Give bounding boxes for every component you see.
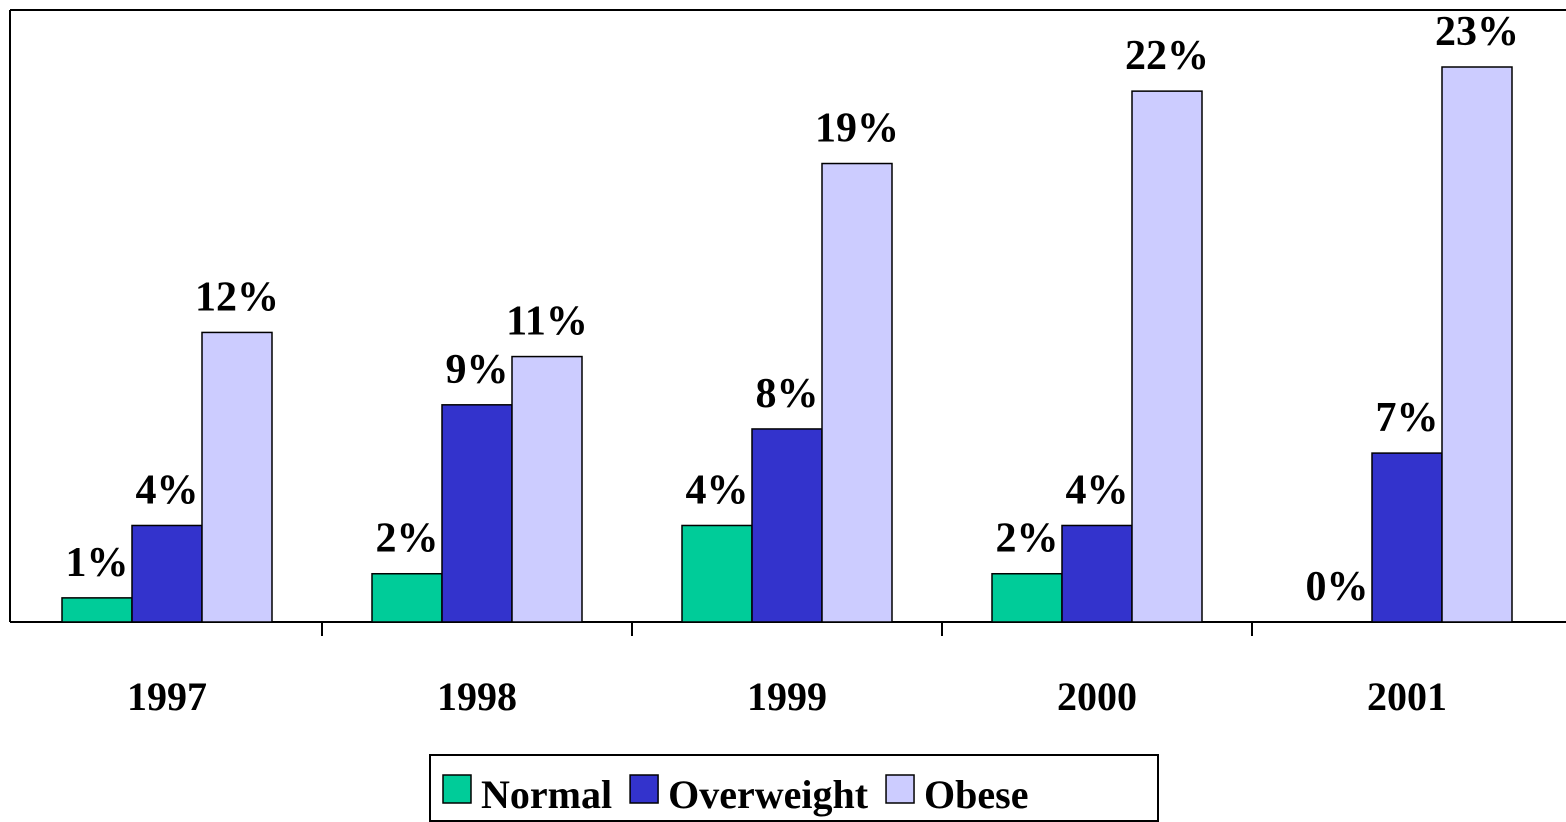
bar bbox=[1441, 66, 1513, 623]
data-label: 4% bbox=[136, 467, 199, 513]
x-tick-label: 2001 bbox=[1367, 674, 1447, 719]
bar bbox=[681, 524, 753, 623]
x-tick-label: 1998 bbox=[437, 674, 517, 719]
bar bbox=[1131, 90, 1203, 623]
bar bbox=[61, 597, 133, 623]
legend-label: Overweight bbox=[668, 772, 869, 817]
legend-swatch bbox=[885, 774, 915, 804]
data-label: 1% bbox=[66, 540, 129, 586]
bar bbox=[991, 572, 1063, 623]
data-label: 4% bbox=[686, 467, 749, 513]
data-label: 4% bbox=[1066, 467, 1129, 513]
x-tick-label: 1997 bbox=[127, 674, 207, 719]
data-label: 22% bbox=[1125, 33, 1209, 79]
bar bbox=[1371, 452, 1443, 623]
data-label: 2% bbox=[996, 516, 1059, 562]
legend-label: Normal bbox=[481, 772, 612, 817]
data-label: 7% bbox=[1376, 395, 1439, 441]
bar bbox=[821, 162, 893, 623]
legend-label: Obese bbox=[924, 772, 1028, 817]
data-label: 2% bbox=[376, 516, 439, 562]
x-tick-label: 2000 bbox=[1057, 674, 1137, 719]
data-label: 12% bbox=[195, 274, 279, 320]
bar bbox=[131, 524, 203, 623]
legend-swatch bbox=[442, 774, 472, 804]
data-label: 0% bbox=[1306, 564, 1369, 610]
x-tick-label: 1999 bbox=[747, 674, 827, 719]
data-label: 19% bbox=[815, 106, 899, 152]
legend-swatch bbox=[629, 774, 659, 804]
data-label: 9% bbox=[446, 347, 509, 393]
data-label: 11% bbox=[506, 299, 588, 345]
legend-box bbox=[429, 754, 1159, 822]
bar bbox=[201, 331, 273, 623]
bar bbox=[511, 355, 583, 623]
bar bbox=[441, 404, 513, 623]
bar bbox=[751, 428, 823, 623]
bar bbox=[371, 572, 443, 623]
data-label: 23% bbox=[1435, 9, 1519, 55]
bar bbox=[1061, 524, 1133, 623]
data-label: 8% bbox=[756, 371, 819, 417]
